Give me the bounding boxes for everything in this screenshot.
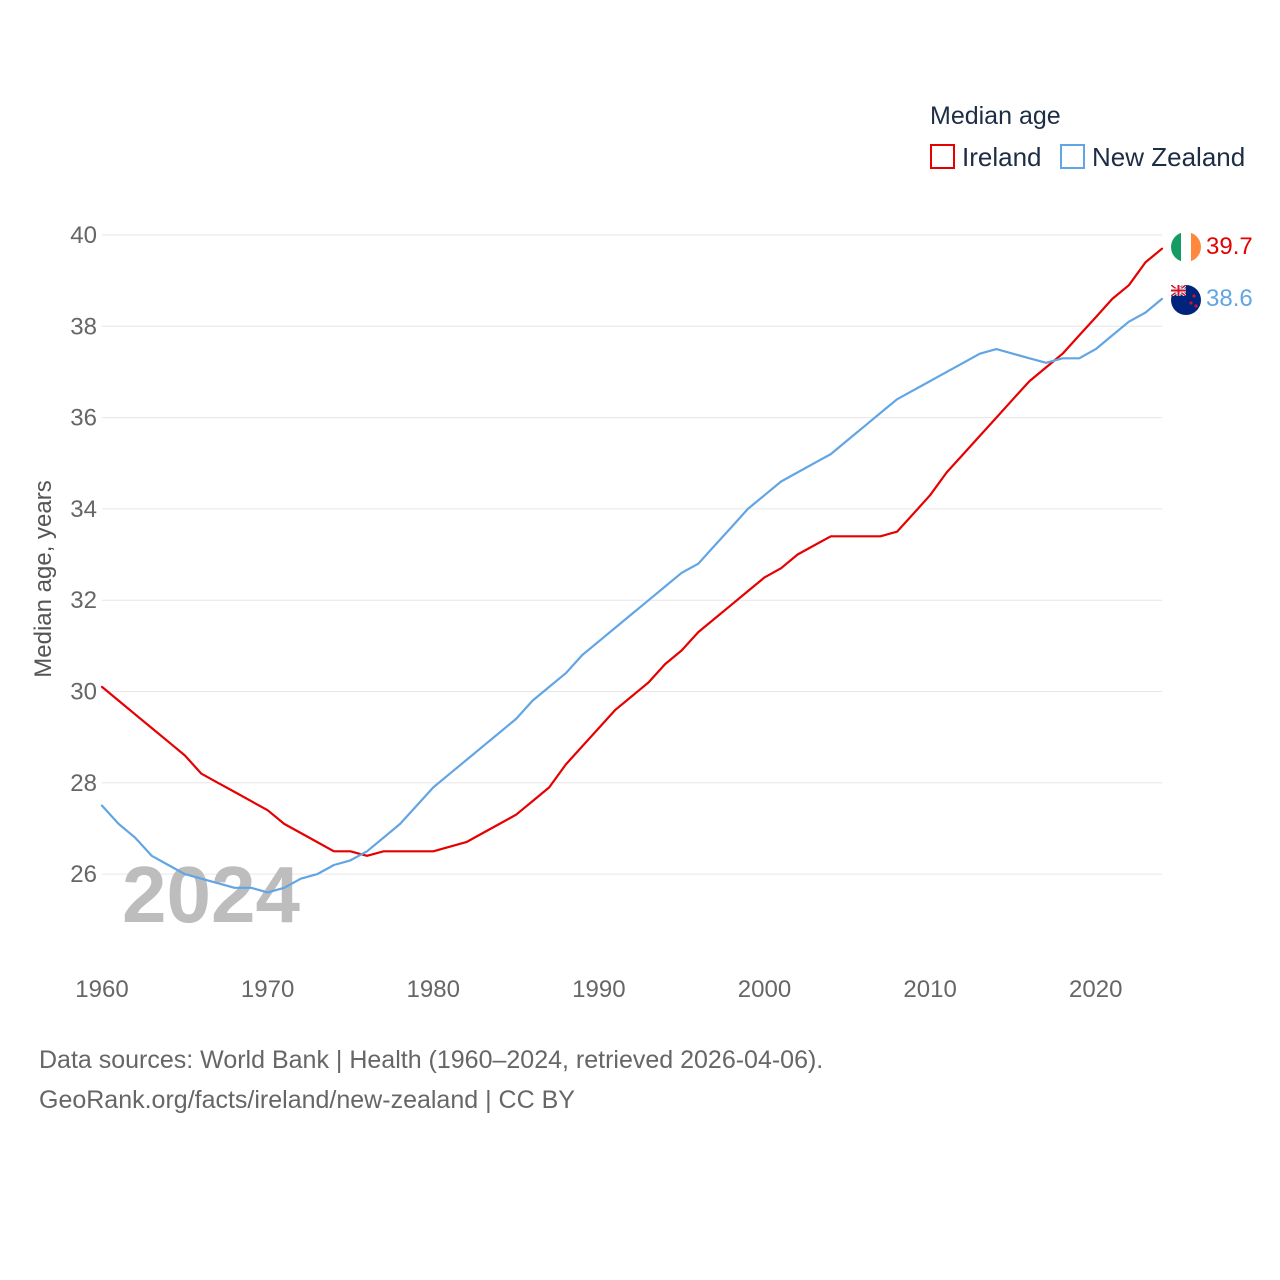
y-axis-ticks: 26 28 30 32 34 36 38 40	[70, 222, 97, 888]
x-tick-label: 1990	[572, 976, 625, 1003]
legend: Median age Ireland New Zealand	[930, 102, 1245, 172]
legend-label-ireland: Ireland	[962, 142, 1042, 172]
y-axis-title: Median age, years	[30, 480, 57, 677]
y-tick-label: 30	[70, 678, 97, 705]
x-tick-label: 1960	[75, 976, 128, 1003]
series-line-ireland[interactable]	[100, 247, 1164, 857]
y-tick-label: 28	[70, 770, 97, 797]
y-tick-label: 34	[70, 496, 97, 523]
end-markers: 39.7 38.6	[1171, 232, 1253, 315]
y-tick-label: 32	[70, 587, 97, 614]
x-tick-label: 1970	[241, 976, 294, 1003]
legend-label-new-zealand: New Zealand	[1092, 142, 1245, 172]
legend-item-ireland[interactable]: Ireland	[930, 142, 1042, 172]
y-tick-label: 40	[70, 222, 97, 249]
legend-swatch-new-zealand	[1060, 144, 1085, 169]
y-tick-label: 26	[70, 861, 97, 888]
x-tick-label: 2000	[738, 976, 791, 1003]
legend-swatch-ireland	[930, 144, 955, 169]
footer: Data sources: World Bank | Health (1960–…	[39, 1040, 823, 1120]
x-tick-label: 2010	[903, 976, 956, 1003]
legend-title: Median age	[930, 102, 1061, 130]
ireland-flag-icon	[1171, 232, 1201, 262]
new-zealand-end-value: 38.6	[1206, 285, 1253, 312]
y-tick-label: 38	[70, 313, 97, 340]
attribution-text: GeoRank.org/facts/ireland/new-zealand | …	[39, 1086, 575, 1114]
x-tick-label: 1980	[407, 976, 460, 1003]
year-watermark: 2024	[122, 850, 300, 939]
data-sources-text: Data sources: World Bank | Health (1960–…	[39, 1046, 824, 1074]
ireland-end-value: 39.7	[1206, 233, 1253, 260]
series-lines	[100, 247, 1164, 894]
gridlines	[102, 234, 1162, 875]
new-zealand-flag-icon	[1171, 285, 1201, 315]
y-tick-label: 36	[70, 405, 97, 432]
legend-item-new-zealand[interactable]: New Zealand	[1060, 142, 1245, 172]
x-tick-label: 2020	[1069, 976, 1122, 1003]
x-axis-ticks: 1960 1970 1980 1990 2000 2010 2020	[75, 976, 1122, 1003]
series-line-new-zealand[interactable]	[100, 297, 1164, 894]
